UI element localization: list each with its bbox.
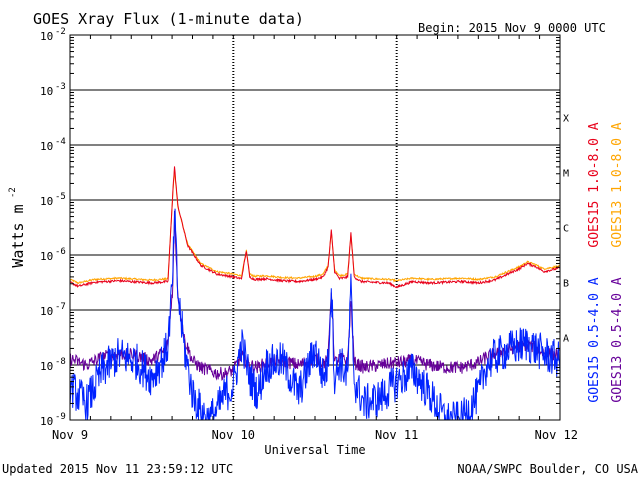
y-tick-exponent: -9 (55, 412, 66, 422)
legend: GOES15 1.0-8.0 A GOES13 1.0-8.0 A GOES15 0… (587, 122, 625, 402)
y-tick-label: 10 (40, 85, 53, 98)
legend-entry: GOES13 0.5-4.0 A (610, 277, 625, 402)
x-axis-label: Universal Time (264, 443, 365, 457)
y-tick-label: 10 (40, 415, 53, 428)
chart-title: GOES Xray Flux (1-minute data) (33, 10, 304, 28)
y-tick-label: 10 (40, 250, 53, 263)
flare-class-label: C (563, 224, 569, 235)
y-tick-exponent: -8 (55, 357, 66, 367)
series-line (69, 168, 561, 284)
flare-class-label: A (563, 334, 569, 345)
y-tick-exponent: -4 (55, 137, 66, 147)
legend-entry: GOES15 1.0-8.0 A (587, 122, 602, 247)
y-axis-label-main: Watts m (9, 204, 27, 267)
y-tick-label: 10 (40, 30, 53, 43)
y-axis-label-exponent: -2 (8, 187, 18, 198)
y-tick-exponent: -2 (55, 27, 66, 37)
y-tick-exponent: -6 (55, 247, 66, 257)
flare-class-label: B (563, 279, 569, 290)
y-axis-label: Watts m -2 (8, 187, 27, 267)
x-tick-label: Nov 12 (535, 428, 578, 442)
series-line (69, 208, 561, 421)
legend-entry: GOES13 1.0-8.0 A (610, 122, 625, 247)
legend-entry: GOES15 0.5-4.0 A (587, 277, 602, 402)
series-layer (69, 166, 561, 421)
x-tick-label: Nov 9 (52, 428, 88, 442)
y-tick-label: 10 (40, 195, 53, 208)
flare-class-label: X (563, 114, 569, 125)
updated-label: Updated 2015 Nov 11 23:59:12 UTC (2, 462, 233, 476)
source-label: NOAA/SWPC Boulder, CO USA (457, 462, 638, 476)
series-line (69, 166, 561, 289)
begin-label: Begin: 2015 Nov 9 0000 UTC (418, 21, 606, 35)
y-tick-exponent: -5 (55, 192, 66, 202)
x-tick-label: Nov 10 (212, 428, 255, 442)
y-tick-label: 10 (40, 360, 53, 373)
x-tick-label: Nov 11 (375, 428, 418, 442)
y-tick-label: 10 (40, 140, 53, 153)
y-tick-exponent: -3 (55, 82, 66, 92)
y-tick-exponent: -7 (55, 302, 66, 312)
flare-class-label: M (563, 169, 569, 180)
y-tick-label: 10 (40, 305, 53, 318)
